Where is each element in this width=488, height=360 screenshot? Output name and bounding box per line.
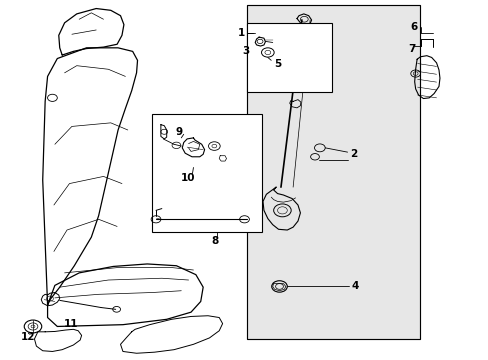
Text: 11: 11: [63, 319, 78, 329]
Text: 12: 12: [21, 332, 35, 342]
Bar: [246, 5, 419, 339]
Text: 9: 9: [175, 127, 182, 137]
Text: 6: 6: [409, 22, 416, 32]
Text: 4: 4: [351, 282, 358, 292]
Bar: [246, 5, 419, 339]
Text: 5: 5: [274, 59, 281, 68]
Text: 3: 3: [242, 46, 249, 56]
Text: 2: 2: [350, 149, 357, 159]
Text: 10: 10: [181, 173, 195, 183]
Bar: [246, 23, 331, 93]
Text: 1: 1: [238, 28, 245, 38]
Bar: [152, 114, 261, 232]
Text: 7: 7: [407, 44, 414, 54]
Text: 8: 8: [211, 236, 218, 246]
